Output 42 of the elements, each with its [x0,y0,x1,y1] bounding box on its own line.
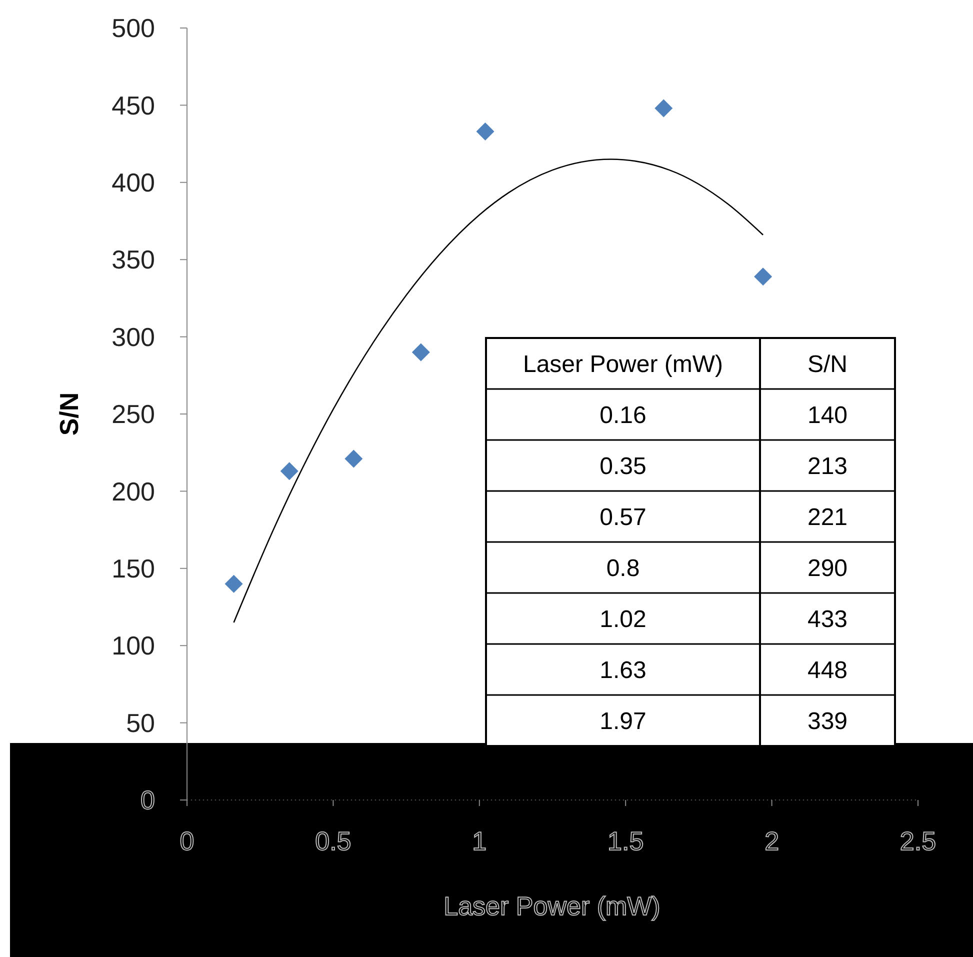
annotation: 140 [807,402,848,429]
y-tick-label: 150 [112,554,155,584]
y-tick-label: 500 [112,13,155,44]
point [344,450,363,468]
x-axis-title: Laser Power (mW) [444,891,660,921]
y-tick-label: 50 [126,708,155,738]
annotation: 213 [807,452,848,480]
x-tick-label: 2.5 [900,826,936,856]
annotation: 1.97 [600,708,646,735]
y-tick-label: 250 [112,399,155,430]
point [476,122,494,140]
x-tick-label: 0 [180,826,194,856]
x-tick-label: 1.5 [608,826,644,856]
y-tick-label: 350 [112,244,155,275]
annotation: 290 [807,554,848,582]
annotation: S/N [807,350,848,378]
y-tick-label: 200 [112,476,155,506]
annotation: 448 [807,656,848,684]
annotation: 0.57 [600,504,646,531]
annotation: 0.8 [606,554,640,582]
x-tick-label: 1 [472,826,487,856]
annotation: 0.35 [600,452,646,480]
point [754,268,772,286]
annotation: Laser Power (mW) [522,350,724,378]
point [224,574,243,593]
y-tick-label: 100 [112,630,155,661]
annotation: 1.02 [600,606,646,633]
annotation: 221 [807,504,848,531]
annotation: 1.63 [600,656,646,684]
x-tick-label: 0.5 [315,826,352,856]
y-tick-label: 400 [112,168,155,198]
y-tick-label: 450 [112,90,155,120]
point [412,343,430,362]
y-tick-label: 0 [140,785,155,816]
annotation: 339 [807,708,848,735]
y-axis-title: S/N [54,392,84,436]
x-tick-label: 2 [764,826,780,856]
y-tick-label: 300 [112,322,155,352]
point [654,99,673,118]
annotation: 433 [807,606,848,633]
point [280,462,298,480]
annotation: 0.16 [600,402,646,429]
